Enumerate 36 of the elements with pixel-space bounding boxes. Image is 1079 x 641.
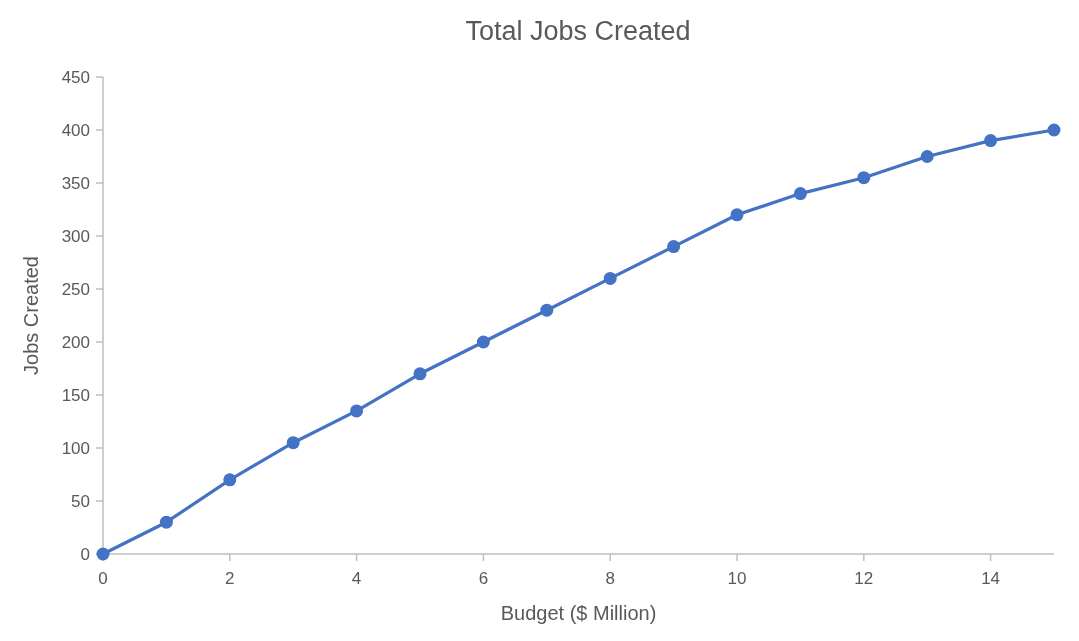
y-tick-label: 50 bbox=[71, 491, 90, 511]
x-axis-title: Budget ($ Million) bbox=[500, 602, 657, 624]
y-tick-label: 100 bbox=[61, 438, 90, 458]
x-tick-label: 6 bbox=[478, 569, 489, 588]
y-axis-title: Jobs Created bbox=[20, 256, 42, 375]
y-tick-label: 300 bbox=[61, 226, 90, 246]
y-tick-label: 350 bbox=[61, 173, 90, 193]
point bbox=[667, 240, 681, 254]
point bbox=[159, 515, 173, 529]
y-tick-label: 200 bbox=[61, 332, 90, 352]
point bbox=[793, 187, 807, 201]
y-tick-label: 400 bbox=[61, 120, 90, 140]
point bbox=[920, 150, 934, 163]
y-tick-label: 0 bbox=[80, 544, 90, 564]
y-tick-label: 150 bbox=[61, 385, 90, 405]
y-tick-label: 450 bbox=[61, 67, 90, 87]
x-tick-label: 0 bbox=[98, 569, 108, 588]
y-tick-label: 250 bbox=[61, 279, 90, 299]
x-tick-label: 8 bbox=[605, 569, 615, 588]
point bbox=[984, 134, 998, 148]
point bbox=[413, 367, 427, 381]
point bbox=[540, 303, 554, 317]
point bbox=[730, 208, 744, 222]
x-tick-label: 10 bbox=[727, 569, 747, 588]
x-tick-label: 14 bbox=[981, 569, 1001, 588]
point bbox=[223, 473, 237, 487]
point bbox=[286, 436, 300, 450]
chart-title: Total Jobs Created bbox=[465, 16, 691, 46]
point bbox=[603, 271, 617, 285]
x-tick-label: 2 bbox=[225, 569, 235, 588]
point bbox=[857, 171, 871, 185]
x-tick-label: 12 bbox=[854, 569, 874, 588]
point bbox=[476, 335, 490, 349]
point bbox=[1047, 123, 1061, 137]
point bbox=[350, 404, 364, 418]
x-tick-label: 4 bbox=[351, 569, 362, 588]
